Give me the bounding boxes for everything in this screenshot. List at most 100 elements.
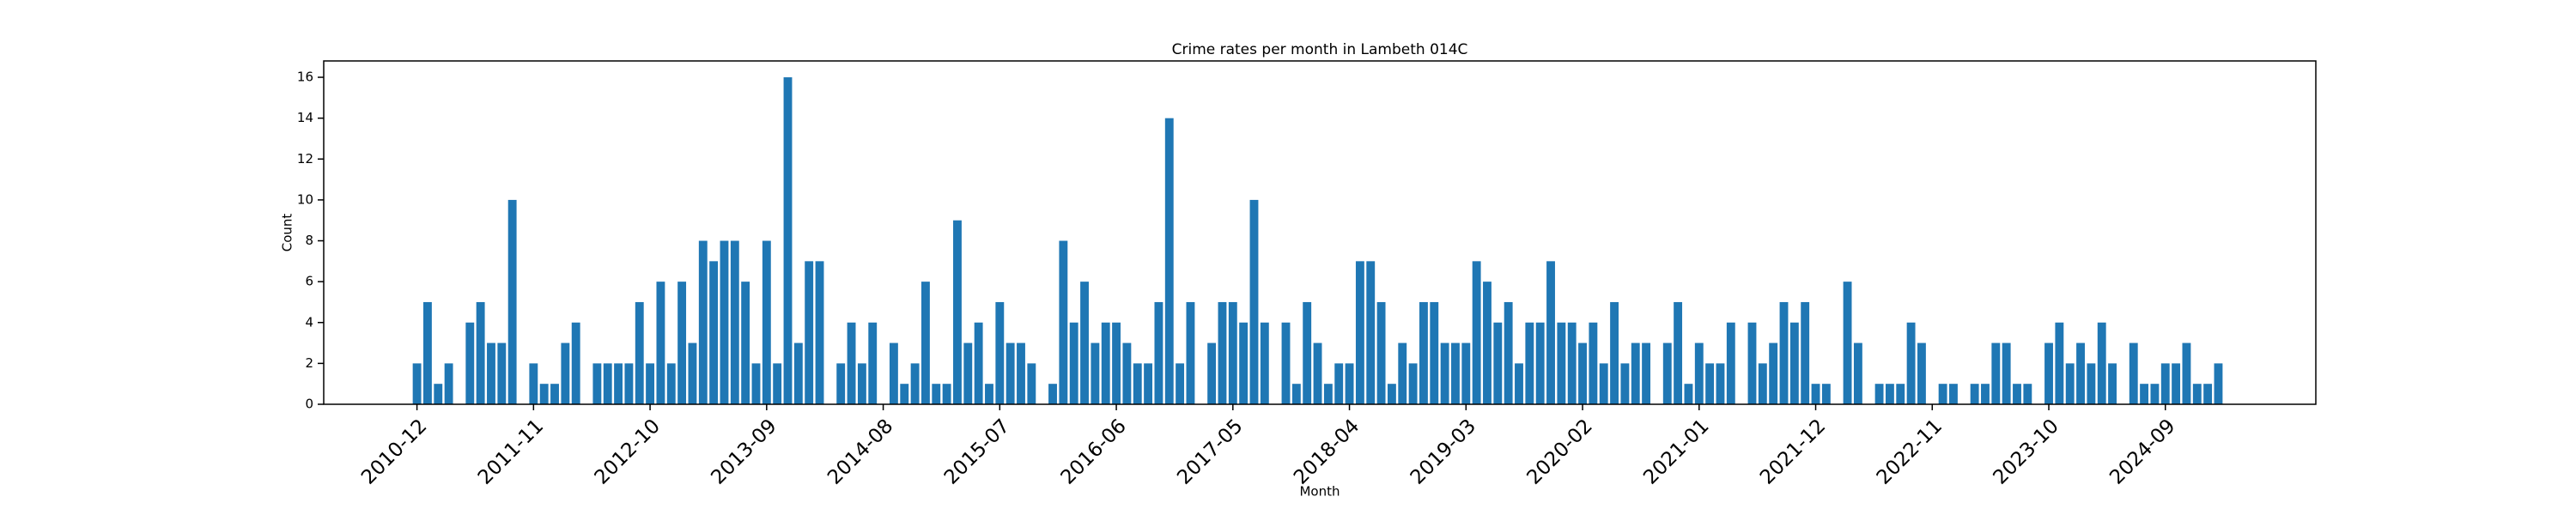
x-tick-label: 2024-09	[2105, 415, 2179, 488]
bar	[857, 363, 866, 404]
bar	[1874, 384, 1884, 404]
bar	[666, 363, 676, 404]
y-tick-label: 0	[305, 397, 313, 412]
bar	[2055, 322, 2064, 404]
bar	[932, 384, 941, 404]
bar	[1843, 282, 1852, 404]
bar	[434, 384, 443, 404]
bar	[1821, 384, 1831, 404]
bar	[1726, 322, 1735, 404]
bar	[2108, 363, 2117, 404]
y-tick-label: 6	[305, 274, 313, 289]
x-tick-label: 2014-08	[823, 415, 897, 488]
bar	[1885, 384, 1894, 404]
bar	[2097, 322, 2106, 404]
bar	[709, 261, 719, 404]
bar	[1440, 342, 1449, 404]
bar	[1323, 384, 1333, 404]
bar	[2002, 342, 2011, 404]
bar	[2192, 384, 2202, 404]
bar	[1122, 342, 1132, 404]
bar	[1005, 342, 1015, 404]
bar	[889, 342, 898, 404]
bar	[1642, 342, 1651, 404]
bar	[2140, 384, 2149, 404]
bar	[1896, 384, 1905, 404]
bar	[730, 240, 739, 404]
bar	[1027, 363, 1036, 404]
bar	[773, 363, 782, 404]
bar	[1981, 384, 1990, 404]
bar	[1398, 342, 1407, 404]
bar	[953, 220, 962, 404]
x-tick-label: 2022-11	[1873, 415, 1947, 488]
bar	[1662, 342, 1672, 404]
bar	[2203, 384, 2213, 404]
bar	[1101, 322, 1110, 404]
bar	[635, 301, 644, 404]
bar	[762, 240, 771, 404]
x-tick-label: 2021-12	[1756, 415, 1830, 488]
bar	[1112, 322, 1121, 404]
bar	[1355, 261, 1364, 404]
bar	[793, 342, 803, 404]
bar	[561, 342, 570, 404]
bar	[614, 363, 623, 404]
bar	[1080, 282, 1089, 404]
bar	[1631, 342, 1640, 404]
bar	[1546, 261, 1555, 404]
bar	[698, 240, 708, 404]
bar	[2044, 342, 2053, 404]
plot-frame	[323, 60, 2317, 405]
bar	[1313, 342, 1322, 404]
bar	[751, 363, 761, 404]
bar	[900, 384, 909, 404]
x-tick-label: 2015-07	[940, 415, 1014, 488]
bar	[476, 301, 485, 404]
bar	[1557, 322, 1566, 404]
bar	[1991, 342, 2001, 404]
bar	[1260, 322, 1269, 404]
bar	[497, 342, 507, 404]
bar	[1853, 342, 1862, 404]
bar	[921, 282, 930, 404]
bar	[529, 363, 538, 404]
bar	[1303, 301, 1312, 404]
x-tick-label: 2018-04	[1290, 415, 1364, 488]
bar	[646, 363, 655, 404]
bar	[1779, 301, 1789, 404]
bar	[2150, 384, 2160, 404]
bar	[1620, 363, 1630, 404]
bar	[412, 363, 422, 404]
bar	[1567, 322, 1577, 404]
bar	[1684, 384, 1693, 404]
bar	[592, 363, 602, 404]
bar	[1461, 342, 1471, 404]
bar	[1578, 342, 1587, 404]
bar	[1949, 384, 1958, 404]
bar	[1789, 322, 1799, 404]
bar	[868, 322, 878, 404]
x-tick-label: 2020-02	[1523, 415, 1597, 488]
x-tick-label: 2021-01	[1639, 415, 1713, 488]
bar	[1472, 261, 1481, 404]
bar	[2129, 342, 2138, 404]
bar	[2214, 363, 2223, 404]
bar	[1091, 342, 1100, 404]
x-tick-label: 2013-09	[707, 415, 781, 488]
bar	[1186, 301, 1195, 404]
bar	[805, 261, 814, 404]
bar	[1705, 363, 1715, 404]
bar	[487, 342, 495, 404]
bar	[783, 77, 793, 405]
bar	[550, 384, 559, 404]
bar	[1917, 342, 1926, 404]
bar	[910, 363, 920, 404]
y-tick-label: 14	[297, 110, 313, 125]
bar	[507, 199, 517, 404]
bar	[1239, 322, 1249, 404]
bar	[1610, 301, 1619, 404]
bar	[1504, 301, 1513, 404]
bar	[836, 363, 846, 404]
